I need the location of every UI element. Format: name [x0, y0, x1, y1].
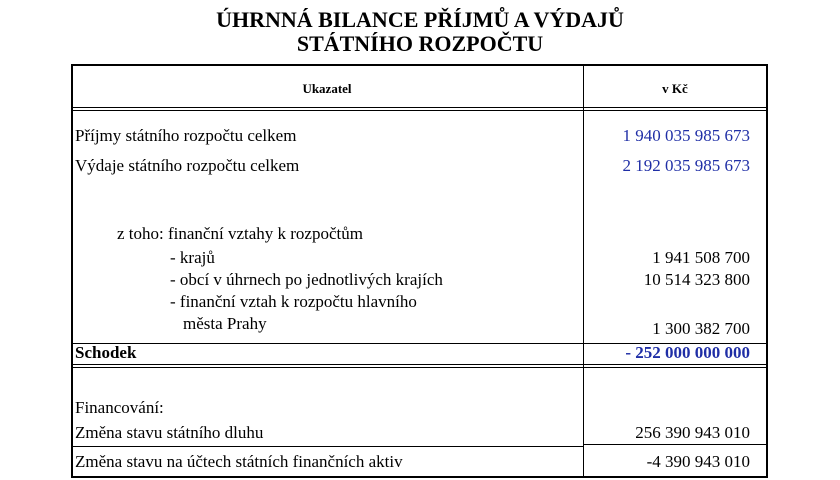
- value-separator: [583, 444, 767, 445]
- deficit-row-top: [71, 343, 768, 344]
- regions-label: - krajů: [170, 248, 215, 267]
- header-separator: [71, 107, 768, 108]
- revenue-value: 1 940 035 985 673: [622, 126, 751, 145]
- prague-label-line1: - finanční vztah k rozpočtu hlavního: [170, 292, 417, 311]
- deficit-label: Schodek: [75, 343, 137, 362]
- column-header-indicator: Ukazatel: [302, 81, 352, 96]
- financing-row-separator: [71, 446, 583, 447]
- assets-change-label: Změna stavu na účtech státních finančníc…: [75, 452, 403, 471]
- column-divider: [583, 64, 584, 478]
- assets-change-value: -4 390 943 010: [646, 452, 750, 471]
- header-separator-2: [71, 110, 768, 111]
- expenditure-value: 2 192 035 985 673: [622, 156, 751, 175]
- table-border-right: [766, 64, 768, 478]
- page-subtitle: STÁTNÍHO ROZPOČTU: [296, 31, 544, 56]
- prague-value: 1 300 382 700: [652, 319, 750, 338]
- debt-change-value: 256 390 943 010: [635, 423, 750, 442]
- deficit-value: - 252 000 000 000: [625, 343, 750, 362]
- table-border-top: [71, 64, 768, 66]
- table-border-bottom: [71, 476, 768, 478]
- municipalities-label: - obcí v úhrnech po jednotlivých krajích: [170, 270, 443, 289]
- municipalities-value: 10 514 323 800: [643, 270, 750, 289]
- revenue-label: Příjmy státního rozpočtu celkem: [75, 126, 297, 145]
- deficit-row-bottom-2: [71, 367, 768, 368]
- deficit-row-bottom: [71, 364, 768, 365]
- table-border-left: [71, 64, 73, 478]
- regions-value: 1 941 508 700: [652, 248, 750, 267]
- financing-label: Financování:: [75, 398, 164, 417]
- debt-change-label: Změna stavu státního dluhu: [75, 423, 264, 442]
- page-title: ÚHRNNÁ BILANCE PŘÍJMŮ A VÝDAJŮ: [216, 7, 624, 32]
- prague-label-line2: města Prahy: [183, 314, 267, 333]
- expenditure-label: Výdaje státního rozpočtu celkem: [75, 156, 300, 175]
- column-header-value: v Kč: [662, 81, 688, 96]
- of-which-label: z toho: finanční vztahy k rozpočtům: [117, 224, 363, 243]
